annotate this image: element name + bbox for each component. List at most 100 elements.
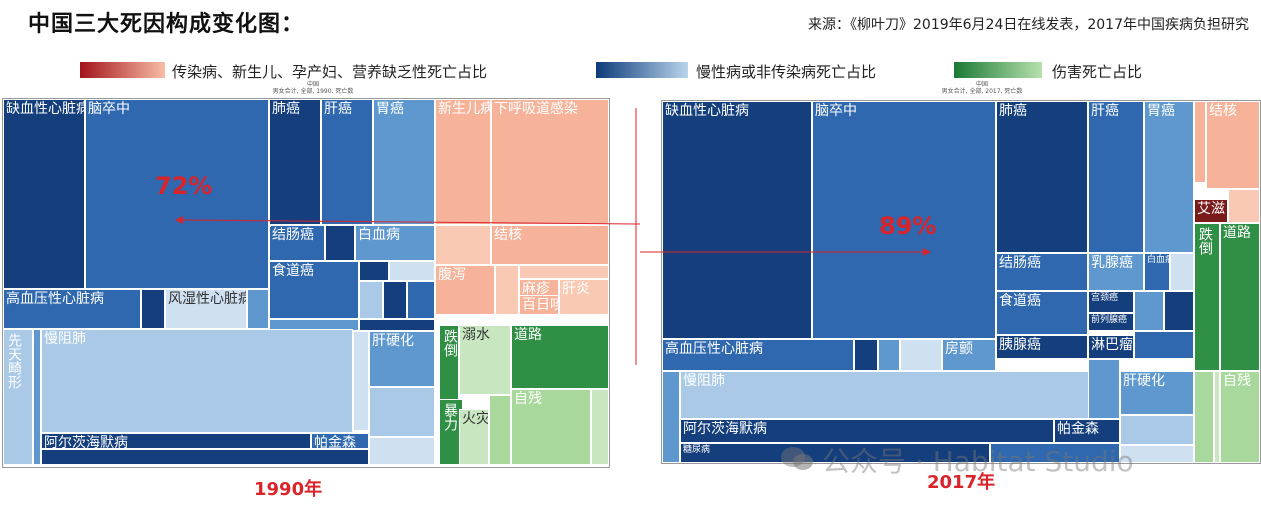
tile-label: 艾滋 xyxy=(1197,201,1225,217)
treemap-tile-minor xyxy=(591,389,609,465)
tile-label: 百日咳 xyxy=(522,297,558,313)
legend-label-injury: 伤害死亡占比 xyxy=(1052,63,1143,81)
treemap-tile-minor xyxy=(878,339,900,371)
tile-label: 新生儿病 xyxy=(438,101,491,117)
tile-label: 溺水 xyxy=(462,327,490,343)
tile-label: 肝癌 xyxy=(1091,103,1119,119)
tile-label: 结肠癌 xyxy=(999,255,1041,271)
treemap-tile: 胰腺癌 xyxy=(996,335,1088,359)
legend-label-cmnn: 传染病、新生儿、孕产妇、营养缺乏性死亡占比 xyxy=(172,63,488,81)
treemap-tile: 道路 xyxy=(511,325,609,389)
treemap-tile-minor xyxy=(359,281,383,319)
tile-label: 慢阻肺 xyxy=(683,373,725,389)
tile-label: 食道癌 xyxy=(272,263,314,279)
tile-label: 结核 xyxy=(494,227,522,243)
treemap-tile-minor xyxy=(369,437,435,465)
arrow-head-1990 xyxy=(175,216,183,224)
treemap-tile: 帕金森 xyxy=(1054,419,1120,443)
treemap-tile-minor xyxy=(1134,291,1164,331)
treemap-tile: 阿尔茨海默病 xyxy=(41,433,311,449)
tile-label: 麻疹 xyxy=(522,281,550,297)
treemap-tile: 乳腺癌 xyxy=(1088,253,1144,291)
treemap-tile-minor xyxy=(489,395,511,465)
tile-label: 肝癌 xyxy=(324,101,352,117)
treemap-tile: 新生儿病 xyxy=(435,99,491,225)
tile-label: 肝炎 xyxy=(562,281,590,297)
tile-label: 跌倒 xyxy=(442,329,458,357)
treemap-tile: 脑卒中 xyxy=(85,99,269,289)
tile-label: 火灾 xyxy=(462,411,489,427)
treemap-tile: 腹泻 xyxy=(435,265,495,315)
treemap-tile-minor xyxy=(1120,445,1194,463)
tile-label: 暴力 xyxy=(442,403,458,431)
treemap-tile-minor xyxy=(1134,331,1194,359)
treemap-2017: 中国 男女合计, 全部, 2017, 死亡数 缺血性心脏病 脑卒中 肺癌 肝癌 胃癌 结肠… xyxy=(661,81,1261,464)
tile-label: 肺癌 xyxy=(272,101,300,117)
treemap-tile: 房颤 xyxy=(942,339,996,371)
tile-label: 帕金森 xyxy=(1057,421,1099,437)
tile-label: 道路 xyxy=(514,327,542,343)
treemap-tile: 食道癌 xyxy=(269,261,359,319)
treemap-tile: 艾滋 xyxy=(1194,199,1228,223)
treemap-tile-minor xyxy=(900,339,942,371)
tile-label: 腹泻 xyxy=(438,267,466,283)
tile-label: 食道癌 xyxy=(999,293,1041,309)
treemap-tile: 前列腺癌 xyxy=(1088,313,1134,331)
arrow-head-2017 xyxy=(923,248,931,256)
tile-label: 宫颈癌 xyxy=(1091,293,1119,303)
treemap-tile-minor xyxy=(325,225,355,261)
tile-label: 缺血性心脏病 xyxy=(6,101,85,117)
watermark: 公众号 · Habitat Studio xyxy=(822,445,1134,478)
treemap-tile-minor xyxy=(990,443,1120,463)
treemap-tile: 下呼吸道感染 xyxy=(491,99,609,225)
treemap-tile: 火灾 xyxy=(459,409,489,465)
tile-label: 高血压性心脏病 xyxy=(6,291,104,307)
tile-label: 结肠癌 xyxy=(272,227,314,243)
treemap-tile: 胃癌 xyxy=(373,99,435,225)
treemap-tile: 慢阻肺 xyxy=(680,371,1120,419)
treemap-tile: 胃癌 xyxy=(1144,101,1194,253)
tile-label: 慢阻肺 xyxy=(44,331,86,347)
treemap-tile: 风湿性心脏病 xyxy=(165,289,247,329)
tile-label: 前列腺癌 xyxy=(1091,315,1128,325)
tile-label: 肝硬化 xyxy=(372,333,414,349)
treemap-tile: 结肠癌 xyxy=(269,225,325,261)
treemap-tile-minor xyxy=(359,261,389,281)
treemap-tile-minor xyxy=(1120,415,1194,445)
treemap-tile: 自残 xyxy=(1220,371,1260,463)
treemap-tile: 百日咳 xyxy=(519,295,559,315)
treemap-tile-minor xyxy=(495,265,519,315)
tile-label: 胃癌 xyxy=(1147,103,1175,119)
treemap-tile: 糖尿病 xyxy=(680,443,990,463)
ncd-share-2017: 89% xyxy=(879,212,937,240)
tile-label: 淋巴瘤 xyxy=(1091,337,1133,353)
arrow-line-1990 xyxy=(179,219,641,225)
treemap-tile: 结核 xyxy=(491,225,609,265)
treemap-tile-minor xyxy=(854,339,878,371)
treemap-tile-minor xyxy=(369,387,435,437)
tile-label: 高血压性心脏病 xyxy=(665,341,763,357)
treemap-tile: 宫颈癌 xyxy=(1088,291,1134,313)
ncd-share-1990: 72% xyxy=(155,172,213,200)
tile-label: 房颤 xyxy=(945,341,973,357)
treemap-tile: 缺血性心脏病 xyxy=(662,101,812,339)
treemap-tile: 道路 xyxy=(1220,223,1260,371)
tile-label: 肝硬化 xyxy=(1123,373,1165,389)
legend-swatch-ncd xyxy=(596,62,688,78)
treemap-tile: 跌倒 xyxy=(1194,223,1220,371)
treemap-tile-minor xyxy=(1164,291,1194,331)
treemap-tile-minor xyxy=(1194,371,1214,463)
treemap-tile: 溺水 xyxy=(459,325,511,395)
tile-label: 乳腺癌 xyxy=(1091,255,1133,271)
year-label-2017: 2017年 xyxy=(927,472,996,493)
treemap-tile: 肝癌 xyxy=(321,99,373,225)
page-title: 中国三大死因构成变化图： xyxy=(28,12,305,37)
treemap-tile: 肝硬化 xyxy=(369,331,435,387)
treemap-tile: 肝硬化 xyxy=(1120,371,1194,415)
tile-label: 先天畸形 xyxy=(6,333,22,389)
tile-label: 结核 xyxy=(1209,103,1237,119)
treemap-tile-minor xyxy=(407,281,435,319)
treemap-tile: 乳腺癌 xyxy=(269,225,271,227)
treemap-tile: 帕金森 xyxy=(311,433,369,449)
